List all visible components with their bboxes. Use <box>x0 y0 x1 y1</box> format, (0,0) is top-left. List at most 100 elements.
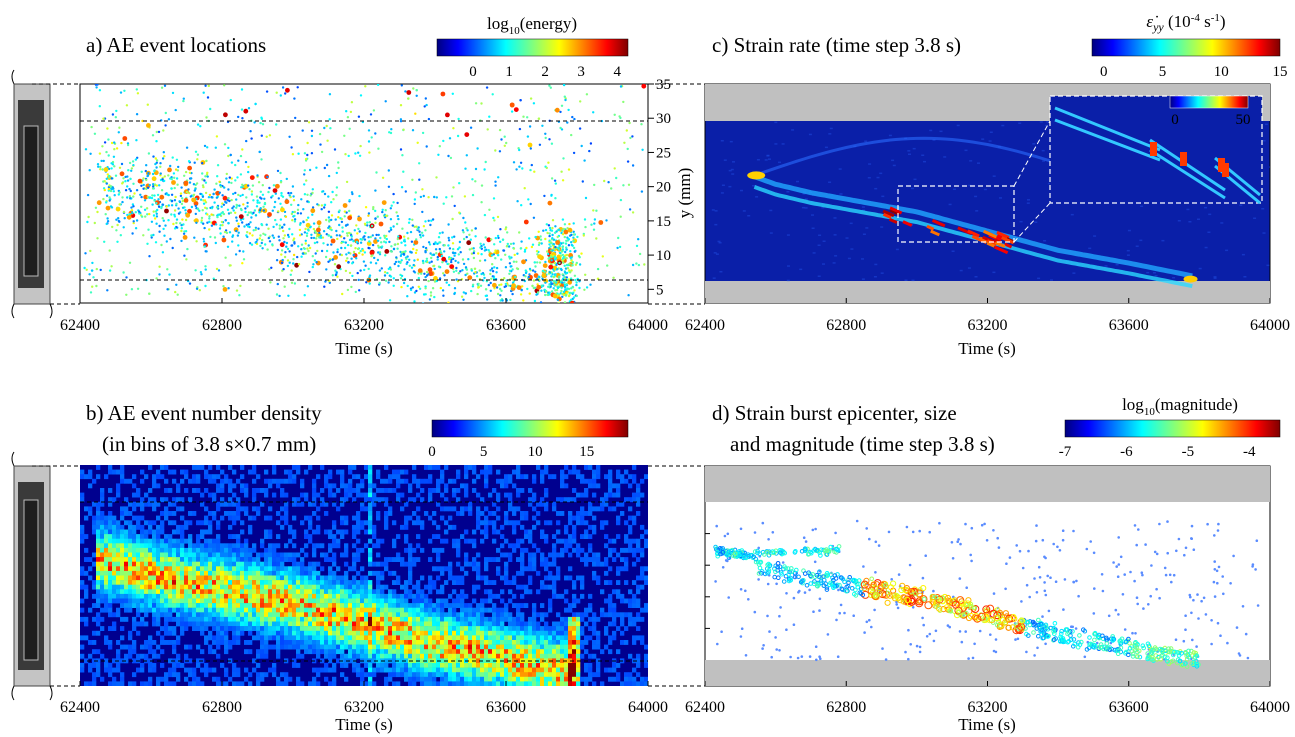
event-dot <box>306 200 309 203</box>
density-cell <box>340 515 345 521</box>
density-cell <box>376 515 381 521</box>
event-dot <box>352 240 355 243</box>
event-dot <box>543 305 545 307</box>
event-dot <box>418 162 421 165</box>
event-dot <box>553 313 555 315</box>
event-dot <box>381 208 384 211</box>
event-dot <box>243 225 246 228</box>
density-cell <box>128 653 133 659</box>
density-cell <box>384 676 389 682</box>
density-cell <box>92 524 97 530</box>
density-cell <box>140 501 145 507</box>
density-cell <box>128 547 133 553</box>
density-cell <box>360 566 365 572</box>
event-dot <box>519 247 522 250</box>
event-dot <box>527 275 530 279</box>
density-cell <box>340 630 345 636</box>
density-cell <box>388 672 393 678</box>
event-dot <box>556 298 560 302</box>
event-dot <box>259 196 262 199</box>
event-dot <box>148 196 152 199</box>
density-cell <box>144 644 149 650</box>
density-cell <box>228 607 233 613</box>
density-cell <box>272 543 277 549</box>
event-dot <box>359 238 362 241</box>
density-cell <box>328 607 333 613</box>
event-dot <box>413 198 417 201</box>
event-dot <box>552 275 555 279</box>
event-dot <box>268 186 271 190</box>
density-cell <box>208 616 213 622</box>
density-cell <box>320 612 325 618</box>
density-cell <box>208 584 213 590</box>
density-cell <box>232 672 237 678</box>
event-dot <box>345 253 348 256</box>
density-cell <box>168 584 173 590</box>
event-dot <box>271 209 274 212</box>
event-dot <box>402 281 406 285</box>
event-dot <box>346 288 350 292</box>
density-cell <box>236 589 241 595</box>
event-dot <box>405 257 408 261</box>
event-dot <box>175 283 178 286</box>
density-cell <box>364 529 369 535</box>
density-cell <box>356 663 361 668</box>
event-dot <box>165 240 168 243</box>
density-cell <box>164 534 169 539</box>
density-cell <box>336 506 341 512</box>
density-cell <box>160 663 165 668</box>
event-dot <box>260 134 263 137</box>
event-dot <box>617 236 620 240</box>
density-cell <box>192 488 197 493</box>
density-cell <box>152 529 157 535</box>
event-dot <box>336 275 339 278</box>
density-cell <box>200 649 205 655</box>
event-dot <box>555 240 560 245</box>
density-cell <box>96 612 101 618</box>
event-dot <box>266 248 269 251</box>
event-dot <box>421 131 425 135</box>
density-cell <box>352 649 357 655</box>
density-cell <box>252 575 257 581</box>
event-dot <box>422 261 425 265</box>
event-dot <box>548 226 552 230</box>
density-cell <box>212 589 217 595</box>
event-dot <box>419 236 422 239</box>
density-cell <box>208 465 213 470</box>
event-dot <box>364 85 367 88</box>
density-cell <box>212 492 217 498</box>
event-dot <box>561 229 564 232</box>
density-cell <box>152 534 157 539</box>
density-cell <box>192 570 197 576</box>
density-cell <box>328 584 333 590</box>
density-cell <box>304 552 309 558</box>
y-tick-label: 25 <box>656 145 671 161</box>
density-cell <box>216 506 221 512</box>
density-cell <box>144 589 149 595</box>
density-cell <box>100 607 105 613</box>
event-dot <box>354 247 357 250</box>
density-cell <box>268 635 273 641</box>
event-dot <box>497 236 500 240</box>
density-cell <box>324 529 329 535</box>
event-dot <box>109 205 113 208</box>
event-dot <box>320 249 324 253</box>
density-cell <box>364 474 369 480</box>
event-dot <box>503 277 506 280</box>
event-dot <box>638 252 642 256</box>
event-dot <box>529 97 533 100</box>
event-dot <box>532 279 536 282</box>
density-cell <box>148 580 153 585</box>
density-cell <box>356 626 361 631</box>
event-dot <box>305 179 308 182</box>
event-dot <box>216 164 220 167</box>
event-dot <box>569 291 572 295</box>
density-cell <box>256 593 261 599</box>
density-cell <box>364 492 369 498</box>
event-dot <box>377 244 380 247</box>
event-dot <box>498 128 502 132</box>
density-cell <box>360 589 365 595</box>
event-dot <box>198 209 201 212</box>
density-cell <box>324 676 329 682</box>
